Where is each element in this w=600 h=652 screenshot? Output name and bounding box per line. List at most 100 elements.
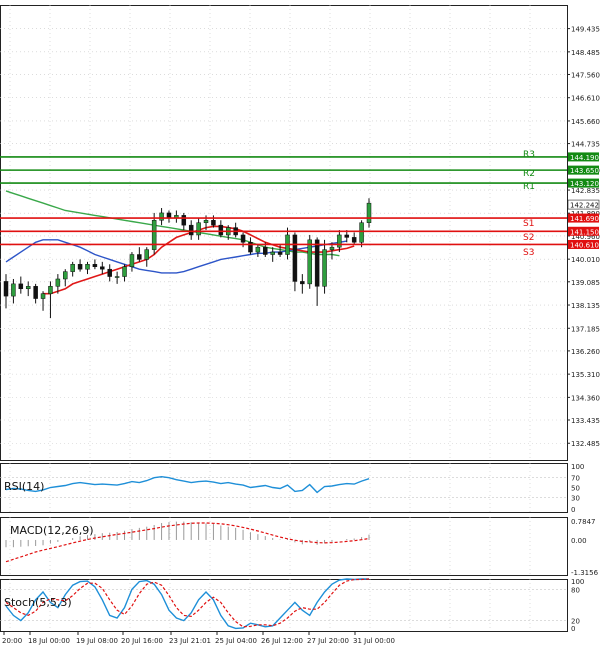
macd-tick-label: -1.3156 [571, 569, 599, 577]
level-price-label: 143.650 [570, 167, 599, 175]
current-price-tag [567, 199, 600, 210]
candle-bull [159, 212, 164, 221]
level-price-tag [568, 226, 599, 236]
candle-bear [300, 281, 305, 285]
level-name-s3: S3 [523, 248, 534, 258]
stoch-tick-label: 20 [571, 618, 580, 626]
time-tick-label: 20:00 [2, 637, 22, 645]
price-tick-label: 135.310 [571, 371, 600, 379]
stoch-tick-label: 100 [571, 578, 584, 586]
level-name-r3: R3 [523, 150, 535, 160]
candle-bear [18, 283, 24, 290]
candle-bear [188, 224, 194, 236]
candle-bear [137, 254, 142, 260]
stoch-tick-label: 80 [571, 586, 580, 594]
time-tick-label: 18 Jul 00:00 [28, 637, 70, 645]
level-price-tag [568, 178, 599, 188]
level-price-label: 144.190 [570, 154, 599, 162]
candle-bull [11, 283, 16, 297]
candle-bull [70, 264, 75, 272]
candle-bear [107, 268, 112, 277]
macd-tick-label: 0.7847 [571, 518, 596, 526]
candle-bear [351, 237, 357, 243]
candle-bull [307, 239, 312, 285]
candle-bear [277, 251, 283, 255]
level-price-tag [568, 213, 599, 223]
macd-tick-label: 0.00 [571, 537, 587, 545]
price-tick-label: 148.485 [571, 49, 600, 57]
candle-bull [196, 222, 201, 236]
candle-bear [292, 234, 298, 282]
candle-bear [3, 281, 9, 297]
price-tick-label: 138.135 [571, 302, 600, 310]
candle-bear [92, 264, 98, 267]
price-tick-label: 133.435 [571, 417, 600, 425]
time-tick-label: 23 Jul 21:01 [169, 637, 211, 645]
moving-average-slow [5, 190, 340, 257]
candle-bull [270, 251, 275, 255]
candle-bear [33, 286, 38, 299]
candle-bear [211, 220, 216, 226]
macd-panel[interactable]: 0.7847 0.00 -1.3156 MACD(12,26,9) [0, 517, 599, 577]
rsi-tick-label: 50 [571, 485, 580, 493]
time-axis: 20:00 18 Jul 00:00 19 Jul 08:00 20 Jul 16:0… [2, 631, 395, 645]
time-tick-label: 19 Jul 08:00 [76, 637, 118, 645]
price-tick-label: 142.835 [571, 187, 600, 195]
candle-bear [181, 215, 187, 226]
rsi-tick-label: 70 [571, 475, 580, 483]
time-tick-label: 20 Jul 16:00 [121, 637, 163, 645]
candle-bull [255, 246, 261, 253]
candle-bull [25, 286, 31, 290]
candle-bear [344, 234, 350, 238]
candle-bear [263, 246, 268, 255]
macd-panel-frame [0, 517, 568, 576]
macd-title: MACD(12,26,9) [10, 524, 94, 537]
price-tick-label: 132.485 [571, 440, 600, 448]
candle-bear [100, 266, 105, 270]
level-name-r1: R1 [523, 182, 535, 192]
candle-bull [122, 266, 127, 277]
price-tick-label: 144.735 [571, 141, 600, 149]
price-tick-label: 145.660 [571, 118, 600, 126]
candle-bull [114, 276, 120, 278]
stoch-d-line [5, 578, 370, 628]
level-price-tag [568, 165, 599, 175]
candle-bear [218, 224, 224, 236]
stoch-panel-frame [0, 579, 568, 632]
level-price-label: 141.690 [570, 215, 599, 223]
candle-bull [144, 249, 150, 260]
candle-bull [55, 278, 61, 287]
level-price-label: 143.120 [570, 180, 599, 188]
stoch-title: Stoch(5,5,3) [4, 596, 72, 609]
candle-bull [203, 220, 209, 223]
price-tick-label: 134.360 [571, 394, 600, 402]
level-price-tag [568, 152, 599, 162]
candle-bull [329, 246, 335, 250]
current-price-label: 142.242 [570, 202, 599, 210]
time-tick-label: 31 Jul 00:00 [353, 637, 395, 645]
rsi-title: RSI(14) [4, 480, 44, 493]
level-name-s2: S2 [523, 233, 534, 243]
price-tick-label: 137.185 [571, 325, 600, 333]
candle-bull [151, 220, 157, 250]
price-panel[interactable]: 149.435 148.485 147.560 146.610 145.660 144.7… [0, 5, 600, 461]
rsi-tick-label: 0 [571, 506, 575, 514]
time-tick-label: 25 Jul 04:00 [215, 637, 257, 645]
candle-bull [48, 286, 53, 294]
price-tick-label: 140.010 [571, 256, 600, 264]
price-tick-label: 140.960 [571, 233, 600, 241]
price-panel-frame [0, 5, 568, 461]
level-name-r2: R2 [523, 169, 535, 179]
time-tick-label: 27 Jul 20:00 [307, 637, 349, 645]
level-price-tag [568, 239, 599, 249]
candle-bear [77, 264, 83, 270]
candle-bear [166, 212, 172, 219]
price-tick-label: 139.085 [571, 279, 600, 287]
price-tick-label: 136.260 [571, 348, 600, 356]
candle-bear [314, 239, 320, 287]
level-price-label: 140.610 [570, 241, 599, 249]
price-tick-label: 149.435 [571, 26, 600, 34]
